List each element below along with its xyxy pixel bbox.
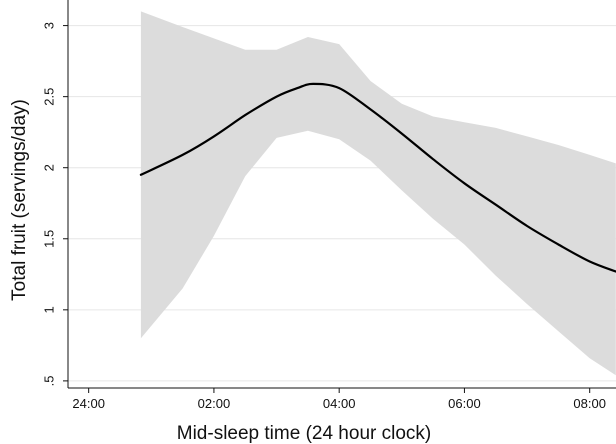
fitted-line-path <box>139 82 616 273</box>
fitted-line <box>139 82 616 273</box>
y-axis-title: Total fruit (servings/day) <box>9 99 30 301</box>
x-tick-label: 02:00 <box>198 396 231 411</box>
x-ticks: 24:00 02:00 04:00 06:00 08:00 <box>72 388 606 411</box>
y-ticks: .5 1 1.5 2 2.5 3 <box>42 22 68 386</box>
y-tick-label: 2 <box>42 164 57 171</box>
x-tick-label: 08:00 <box>573 396 606 411</box>
x-tick-label: 04:00 <box>323 396 356 411</box>
confidence-band-area <box>140 11 616 376</box>
y-tick-label: 3 <box>42 22 57 29</box>
y-tick-label: .5 <box>42 375 57 386</box>
confidence-band <box>140 11 616 376</box>
x-axis-title: Mid-sleep time (24 hour clock) <box>177 423 431 444</box>
y-tick-label: 2.5 <box>42 88 57 106</box>
x-tick-label: 06:00 <box>448 396 481 411</box>
x-tick-label: 24:00 <box>72 396 105 411</box>
y-tick-label: 1.5 <box>42 230 57 248</box>
y-tick-label: 1 <box>42 306 57 313</box>
